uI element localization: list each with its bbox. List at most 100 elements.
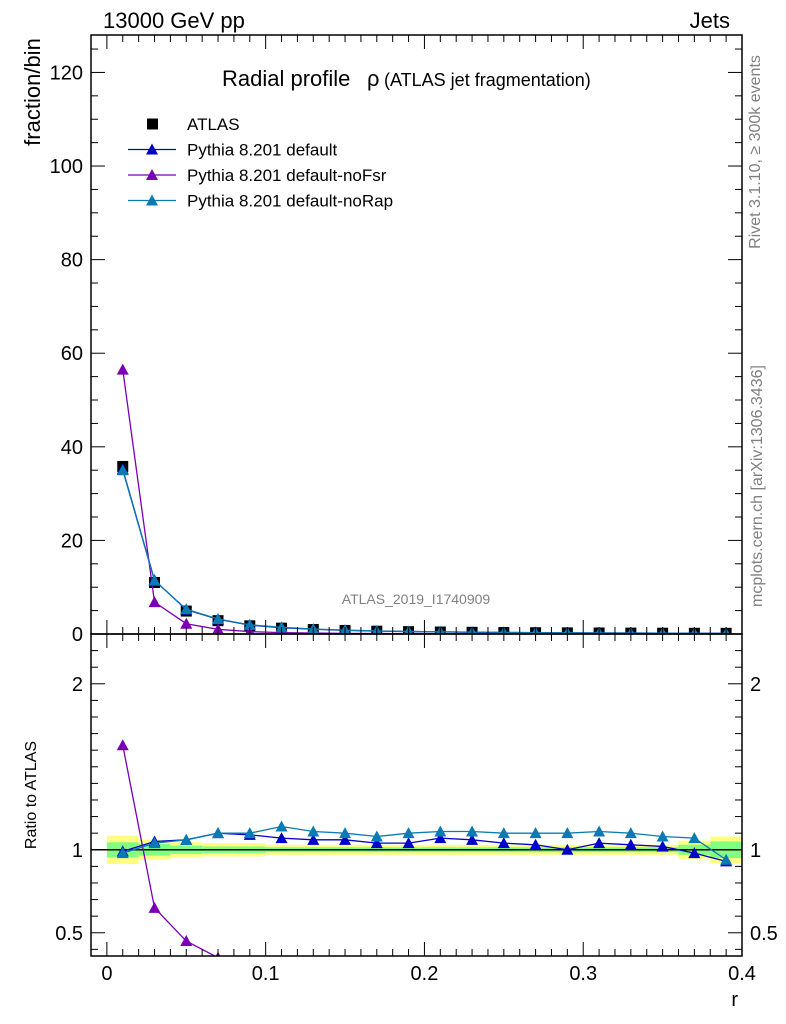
ratio-point-pythia-8-201-default: [624, 838, 637, 850]
ratio-point-pythia-8-201-default: [561, 843, 574, 855]
point-pythia-8-201-default-norap: [180, 603, 193, 615]
ratio-point-pythia-8-201-default-norap: [148, 837, 161, 849]
ratio-point-pythia-8-201-default-norap: [656, 830, 669, 842]
y-tick-label: 100: [50, 156, 83, 178]
legend-item-pythia-8-201-default: Pythia 8.201 default: [128, 141, 338, 160]
point-pythia-8-201-default-nofsr: [148, 596, 161, 608]
ratio-point-pythia-8-201-default: [529, 838, 542, 850]
ratio-series-pythia-8-201-default-nofsr: [116, 739, 732, 1007]
ratio-point-pythia-8-201-default-norap: [275, 820, 288, 832]
legend-item-pythia-8-201-default-norap: Pythia 8.201 default-noRap: [128, 192, 393, 211]
ratio-point-pythia-8-201-default-nofsr: [466, 988, 478, 999]
series-pythia-8-201-default-norap: [116, 464, 730, 634]
ratio-point-pythia-8-201-default-norap: [116, 847, 129, 859]
legend-label: Pythia 8.201 default-noFsr: [187, 166, 387, 185]
y-tick-label: 80: [61, 250, 83, 272]
ratio-point-pythia-8-201-default-nofsr: [688, 995, 700, 1006]
ratio-point-pythia-8-201-default-nofsr: [720, 996, 732, 1007]
ratio-point-pythia-8-201-default-nofsr: [148, 901, 161, 913]
ratio-line-pythia-8-201-default-norap: [122, 825, 727, 861]
ratio-y-tick-label-right: 2: [750, 674, 761, 696]
chart-title-group: Radial profile ρ (ATLAS jet fragmentatio…: [222, 66, 591, 91]
legend-marker-triangle: [146, 169, 158, 180]
line-pythia-8-201-default-norap: [122, 470, 727, 634]
line-pythia-8-201-default: [122, 469, 727, 634]
ratio-point-pythia-8-201-default-nofsr: [180, 935, 193, 947]
ratio-point-pythia-8-201-default-norap: [243, 827, 256, 839]
ratio-point-pythia-8-201-default: [656, 840, 669, 852]
x-tick-label: 0.4: [728, 963, 756, 985]
legend-label: ATLAS: [187, 115, 240, 134]
ratio-point-pythia-8-201-default: [339, 833, 352, 845]
ratio-point-pythia-8-201-default-norap: [402, 827, 415, 839]
ratio-plot-data: [91, 739, 742, 1007]
y-tick-label: 20: [61, 530, 83, 552]
legend-label: Pythia 8.201 default: [187, 141, 338, 160]
series-pythia-8-201-default: [116, 463, 730, 634]
mcplots-reference-label: mcplots.cern.ch [arXiv:1306.3436]: [749, 365, 766, 607]
y-tick-label: 40: [61, 437, 83, 459]
ratio-y-tick-label: 1: [72, 840, 83, 862]
header-right: Jets: [690, 8, 730, 33]
ratio-point-pythia-8-201-default-norap: [434, 825, 447, 837]
ratio-y-axis-label: Ratio to ATLAS: [23, 741, 40, 849]
ratio-point-pythia-8-201-default-nofsr: [371, 982, 383, 993]
ratio-point-pythia-8-201-default: [688, 847, 701, 859]
ratio-point-pythia-8-201-default: [497, 837, 510, 849]
ratio-point-pythia-8-201-default-nofsr: [116, 739, 129, 751]
ratio-y-tick-label-right: 1: [750, 840, 761, 862]
chart-title-symbol: ρ: [367, 66, 380, 91]
ratio-point-pythia-8-201-default-nofsr: [625, 993, 637, 1004]
ratio-point-pythia-8-201-default-norap: [593, 825, 606, 837]
legend-label: Pythia 8.201 default-noRap: [187, 192, 393, 211]
ratio-point-pythia-8-201-default-norap: [688, 832, 701, 844]
ratio-point-pythia-8-201-default-nofsr: [307, 975, 319, 986]
chart-title: Radial profile: [222, 66, 350, 91]
ratio-point-pythia-8-201-default-norap: [339, 827, 352, 839]
ratio-point-pythia-8-201-default-norap: [720, 853, 733, 865]
legend-item-pythia-8-201-default-nofsr: Pythia 8.201 default-noFsr: [128, 166, 387, 185]
point-pythia-8-201-default-norap: [243, 618, 256, 630]
legend-marker-triangle: [146, 143, 158, 155]
ratio-y-tick-label: 0.5: [55, 923, 83, 945]
ratio-series-pythia-8-201-default-norap: [116, 820, 733, 865]
y-tick-label: 120: [50, 62, 83, 84]
header-left: 13000 GeV pp: [103, 8, 245, 33]
ratio-point-pythia-8-201-default-nofsr: [339, 978, 351, 989]
legend-marker-triangle: [146, 194, 158, 206]
point-pythia-8-201-default-nofsr: [116, 363, 129, 375]
y-tick-label: 60: [61, 343, 83, 365]
legend: ATLAS Pythia 8.201 default Pythia 8.201 de…: [128, 115, 393, 211]
x-tick-label: 0.2: [411, 963, 439, 985]
ratio-point-pythia-8-201-default-nofsr: [434, 987, 446, 998]
ratio-point-pythia-8-201-default-norap: [180, 833, 193, 845]
legend-item-atlas: ATLAS: [147, 115, 240, 134]
legend-marker-square: [147, 118, 158, 130]
ratio-point-pythia-8-201-default-norap: [561, 827, 574, 839]
ratio-point-pythia-8-201-default-norap: [529, 827, 542, 839]
chart-subtitle: (ATLAS jet fragmentation): [384, 70, 591, 90]
main-y-axis-label: fraction/bin: [20, 38, 45, 146]
x-tick-label: 0.1: [252, 963, 280, 985]
ratio-plot-axes: 0.5 0.5 1 1 2 2 0 0.1 0.2 0.3 0.4: [55, 634, 778, 985]
ratio-point-pythia-8-201-default: [402, 837, 415, 849]
x-tick-label: 0: [101, 963, 112, 985]
ratio-point-pythia-8-201-default: [593, 837, 606, 849]
ratio-point-pythia-8-201-default: [275, 832, 288, 844]
ratio-point-pythia-8-201-default: [370, 837, 383, 849]
ratio-plot-frame: [90, 633, 743, 957]
main-plot-axes: 0 20 40 60 80 100 120: [50, 35, 743, 646]
ratio-point-pythia-8-201-default-nofsr: [530, 991, 542, 1002]
ratio-point-pythia-8-201-default-norap: [497, 827, 510, 839]
point-pythia-8-201-default-norap: [116, 464, 129, 476]
ratio-point-pythia-8-201-default-norap: [624, 827, 637, 839]
y-tick-label: 0: [72, 624, 83, 646]
point-pythia-8-201-default-norap: [275, 621, 288, 633]
analysis-id-label: ATLAS_2019_I1740909: [342, 591, 491, 607]
ratio-point-pythia-8-201-default: [434, 832, 447, 844]
rivet-version-label: Rivet 3.1.10, ≥ 300k events: [747, 55, 764, 249]
ratio-point-pythia-8-201-default-nofsr: [593, 993, 605, 1004]
ratio-point-pythia-8-201-default-norap: [466, 825, 479, 837]
series-atlas: [117, 460, 732, 634]
